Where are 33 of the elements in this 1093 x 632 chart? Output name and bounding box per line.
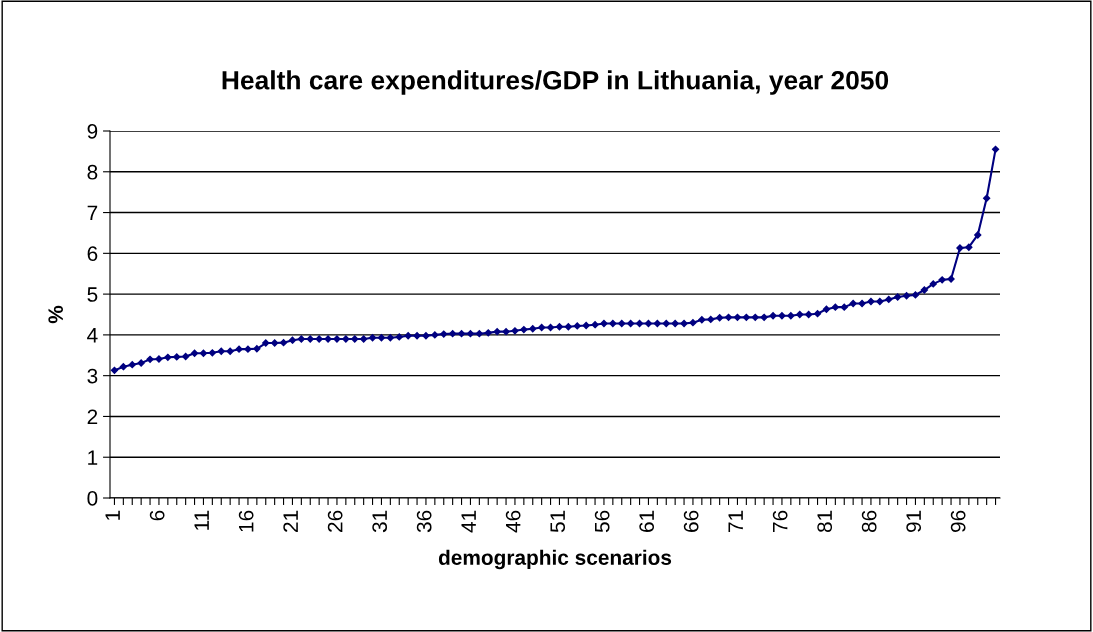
y-tick-label: 0 bbox=[87, 491, 98, 506]
x-tick-label: 1 bbox=[105, 510, 120, 520]
x-tick-label: 16 bbox=[238, 510, 254, 532]
y-tick-label: 1 bbox=[88, 450, 98, 465]
x-tick-label: 86 bbox=[861, 510, 877, 533]
y-tick-label: 8 bbox=[87, 164, 98, 180]
x-tick-label: 66 bbox=[683, 510, 699, 532]
x-tick-label: 36 bbox=[416, 510, 432, 533]
x-tick-label: 76 bbox=[772, 510, 788, 532]
x-tick-label: 46 bbox=[505, 510, 521, 533]
y-tick-label: 6 bbox=[87, 246, 98, 262]
x-tick-label: 51 bbox=[550, 510, 566, 533]
y-tick-label: 2 bbox=[87, 409, 98, 424]
x-tick-label: 96 bbox=[950, 510, 966, 532]
y-tick-label: 7 bbox=[87, 205, 98, 221]
x-tick-label: 91 bbox=[906, 510, 922, 532]
x-tick-label: 11 bbox=[194, 510, 209, 530]
x-tick-label: 26 bbox=[327, 510, 343, 532]
x-tick-label: 31 bbox=[372, 510, 388, 533]
y-tick-label: 9 bbox=[87, 124, 98, 139]
x-tick-label: 71 bbox=[728, 510, 743, 532]
x-axis-title: demographic scenarios bbox=[438, 549, 672, 570]
x-tick-label: 6 bbox=[149, 510, 165, 521]
y-tick-label: 5 bbox=[87, 287, 98, 302]
chart-title: Health care expenditures/GDP in Lithuania, year 2050 bbox=[222, 70, 889, 95]
x-tick-label: 21 bbox=[283, 510, 298, 532]
y-axis-title: % bbox=[48, 305, 63, 324]
x-tick-label: 81 bbox=[817, 510, 833, 533]
y-tick-label: 4 bbox=[87, 328, 98, 343]
x-tick-label: 41 bbox=[461, 510, 476, 533]
x-tick-label: 61 bbox=[639, 510, 655, 532]
y-tick-label: 3 bbox=[87, 368, 98, 384]
x-tick-label: 56 bbox=[594, 510, 610, 533]
